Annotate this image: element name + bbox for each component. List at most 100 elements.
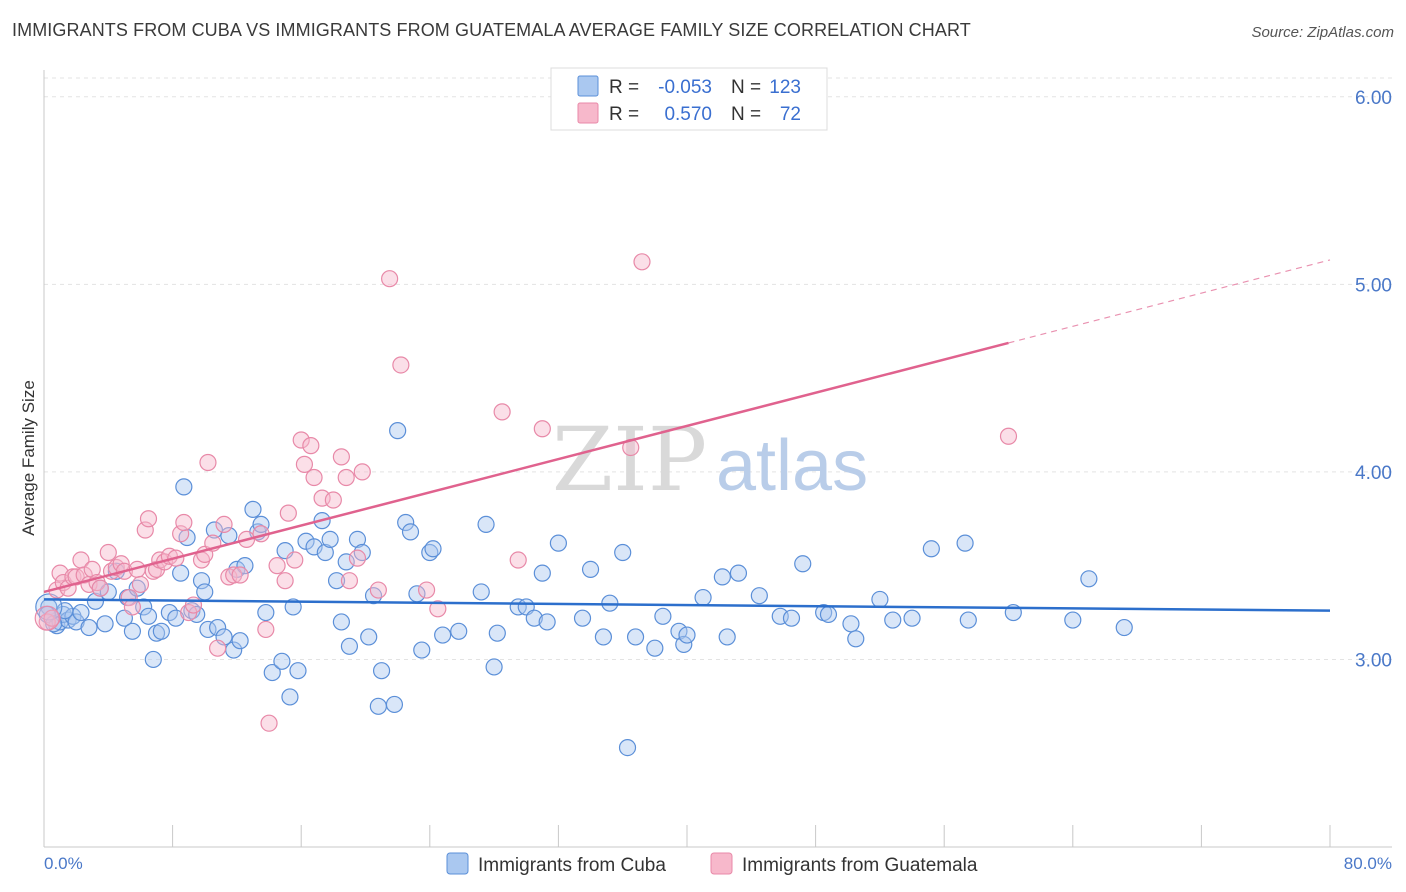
data-point <box>123 622 142 640</box>
data-point <box>236 557 254 575</box>
data-point <box>99 543 117 562</box>
y-tick-label: 5.00 <box>1355 275 1392 296</box>
legend-r-label-cuba: R = <box>609 77 639 98</box>
data-point <box>225 566 243 584</box>
data-point <box>871 590 889 609</box>
data-point <box>83 560 101 579</box>
legend-n-label-guatemala: N = <box>731 104 761 125</box>
data-point <box>538 613 556 631</box>
data-point <box>509 551 527 569</box>
data-point <box>353 463 371 481</box>
legend-r-label-guatemala: R = <box>609 104 639 125</box>
data-point <box>417 581 436 599</box>
legend-n-value-guatemala: 72 <box>780 104 801 125</box>
data-point <box>472 583 490 601</box>
data-point <box>533 564 551 582</box>
data-point <box>80 618 98 637</box>
data-point <box>369 581 387 599</box>
data-point <box>646 639 664 657</box>
data-point <box>215 515 233 533</box>
data-point <box>231 632 249 650</box>
data-point <box>782 609 801 627</box>
data-point <box>573 609 592 627</box>
data-point <box>594 628 613 646</box>
data-point <box>172 525 190 543</box>
data-point <box>196 583 214 601</box>
y-tick-label: 4.00 <box>1355 463 1392 484</box>
data-point <box>626 628 645 646</box>
y-tick-labels: 3.00 4.00 5.00 6.00 <box>1355 88 1392 672</box>
data-point <box>884 611 902 629</box>
data-point <box>922 540 940 558</box>
data-point <box>424 540 442 558</box>
data-point <box>281 688 299 706</box>
data-point <box>956 534 974 552</box>
data-point <box>139 607 158 625</box>
data-point <box>120 588 138 607</box>
data-point <box>999 427 1018 445</box>
data-point <box>477 515 495 533</box>
data-point <box>718 628 736 646</box>
data-point <box>72 603 90 622</box>
data-point <box>144 650 162 669</box>
data-point <box>340 637 359 655</box>
data-point <box>533 420 551 438</box>
data-point <box>348 549 367 567</box>
data-point <box>324 491 342 509</box>
trend-line-cuba <box>43 598 1331 612</box>
data-point <box>959 611 977 629</box>
data-point <box>131 575 150 594</box>
data-point <box>1064 611 1082 629</box>
bottom-legend-label-cuba: Immigrants from Cuba <box>478 855 666 876</box>
watermark-zip: ZIP <box>552 408 707 511</box>
data-point <box>279 504 297 522</box>
data-point <box>1115 618 1133 637</box>
data-point <box>316 543 334 562</box>
data-point <box>268 557 286 575</box>
axes <box>43 70 1392 848</box>
data-point <box>139 510 158 528</box>
data-point <box>389 422 407 440</box>
data-point <box>172 564 190 582</box>
data-point <box>847 630 865 648</box>
bottom-legend-label-guatemala: Immigrants from Guatemala <box>742 855 978 876</box>
series-legend: Immigrants from Cuba Immigrants from Gua… <box>446 852 978 876</box>
chart-title: IMMIGRANTS FROM CUBA VS IMMIGRANTS FROM … <box>12 20 971 40</box>
legend-n-value-cuba: 123 <box>769 77 801 98</box>
data-point <box>252 515 270 533</box>
data-point <box>123 598 142 616</box>
y-axis-label: Average Family Size <box>19 380 38 536</box>
data-point <box>903 609 921 627</box>
data-point <box>209 618 227 637</box>
data-point <box>192 572 211 590</box>
watermark-atlas: atlas <box>716 426 868 506</box>
legend-swatch-cuba <box>577 75 599 97</box>
data-point <box>136 521 154 539</box>
legend-n-label-cuba: N = <box>731 77 761 98</box>
data-point <box>175 513 193 532</box>
data-point <box>549 534 568 552</box>
series-cuba-points <box>35 422 1133 757</box>
data-point <box>488 624 506 642</box>
y-tick-label: 6.00 <box>1355 88 1392 109</box>
legend-swatch-guatemala <box>577 102 599 124</box>
data-point <box>493 403 511 421</box>
bottom-legend-swatch-cuba <box>446 852 469 875</box>
data-point <box>91 579 109 597</box>
data-point <box>305 468 323 487</box>
x-tick-label-min: 0.0% <box>44 854 83 873</box>
data-point <box>450 622 468 640</box>
data-point <box>401 523 420 541</box>
data-point <box>1080 570 1098 588</box>
data-point <box>257 620 275 639</box>
data-point <box>337 553 355 571</box>
data-point <box>289 662 307 680</box>
data-point <box>397 513 415 532</box>
data-point-cluster <box>34 605 60 631</box>
data-point <box>819 605 838 624</box>
data-point <box>257 603 275 622</box>
x-tick-label-max: 80.0% <box>1344 854 1392 873</box>
data-point <box>286 551 304 569</box>
watermark: ZIP atlas <box>552 408 868 511</box>
data-point <box>96 615 114 633</box>
